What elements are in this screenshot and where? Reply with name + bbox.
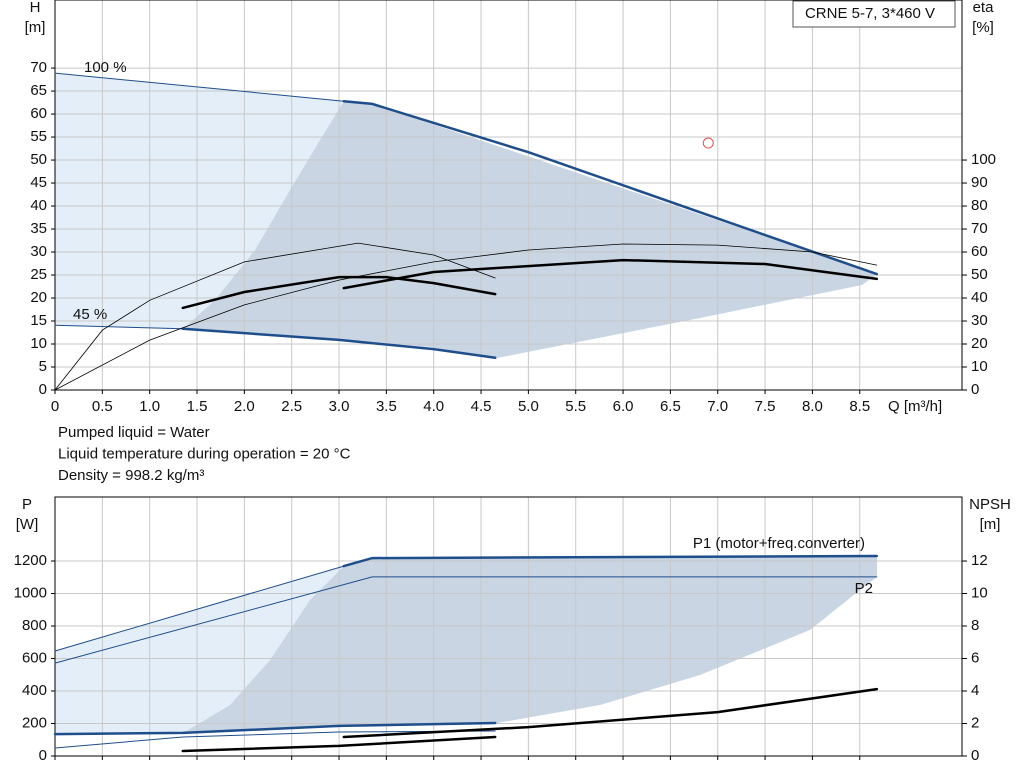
y-tick-label: 1200 [14,552,47,569]
y-tick-label: 60 [30,105,47,122]
x-tick-label: 0.5 [92,398,113,415]
curve [54,72,345,102]
x-axis-label: Q [m³/h] [888,398,942,415]
y-tick-label: 30 [30,243,47,260]
x-tick-label: 2.5 [281,398,302,415]
y2-tick-label: 6 [971,649,979,666]
y-tick-label: 70 [30,59,47,76]
region-dark [183,556,877,733]
y-axis-label: H [30,0,41,16]
y2-tick-label: 12 [971,552,988,569]
x-tick-label: 4.5 [471,398,492,415]
y2-tick-label: 10 [971,358,988,375]
y2-axis-label: eta [973,0,995,16]
x-tick-label: 1.5 [187,398,208,415]
x-tick-label: 6.5 [660,398,681,415]
y-tick-label: 25 [30,266,47,283]
curve [342,554,879,568]
x-tick-label: 1.0 [139,398,160,415]
y2-axis-unit: [%] [972,19,994,36]
y-axis-unit: [W] [16,516,39,533]
y2-tick-label: 2 [971,714,979,731]
y2-axis-label: NPSH [969,496,1011,513]
plot-frame [54,0,963,391]
y2-tick-label: 4 [971,682,979,699]
x-tick-label: 0 [51,398,59,415]
y-tick-label: 800 [22,617,47,634]
curve-label: P2 [855,580,873,597]
y-tick-label: 40 [30,197,47,214]
y2-axis-unit: [m] [980,516,1001,533]
x-tick-label: 8.5 [849,398,870,415]
curve [54,242,496,391]
curve [181,735,497,753]
y-tick-label: 10 [30,335,47,352]
region-light [55,566,344,734]
duty-point [702,137,714,149]
curve [342,99,879,276]
curve [53,721,497,736]
x-tick-label: 5.5 [565,398,586,415]
x-tick-label: 2.0 [234,398,255,415]
y-tick-label: 5 [39,358,47,375]
curve-label: 45 % [73,306,107,323]
y2-tick-label: 40 [971,289,988,306]
curve [54,243,878,391]
curve [54,565,345,652]
y2-tick-label: 30 [971,312,988,329]
y-axis-unit: [m] [25,19,46,36]
y2-tick-label: 8 [971,617,979,634]
y-tick-label: 15 [30,312,47,329]
curve [342,258,879,290]
y2-tick-label: 0 [971,381,979,398]
y2-tick-label: 100 [971,151,996,168]
y-tick-label: 200 [22,714,47,731]
y-tick-label: 35 [30,220,47,237]
curve [54,576,878,664]
y2-tick-label: 90 [971,174,988,191]
curve-label: P1 (motor+freq.converter) [693,535,865,552]
x-tick-label: 4.0 [423,398,444,415]
y-tick-label: 600 [22,649,47,666]
y-tick-label: 400 [22,682,47,699]
curve [54,730,496,749]
x-tick-label: 3.0 [329,398,350,415]
x-tick-label: 7.5 [755,398,776,415]
note: Liquid temperature during operation = 20… [58,445,351,462]
legend-box [792,0,956,28]
curve [54,324,184,330]
x-tick-label: 8.0 [802,398,823,415]
x-tick-label: 3.5 [376,398,397,415]
x-tick-label: 7.0 [707,398,728,415]
curve [181,327,497,360]
y2-tick-label: 70 [971,220,988,237]
curve [342,687,879,739]
plot-frame [54,496,963,757]
y2-tick-label: 0 [971,747,979,764]
x-tick-label: 6.0 [613,398,634,415]
note: Density = 998.2 kg/m³ [58,467,204,484]
x-tick-label: 5.0 [518,398,539,415]
y-tick-label: 50 [30,151,47,168]
y-tick-label: 20 [30,289,47,306]
y2-tick-label: 10 [971,584,988,601]
y-tick-label: 0 [39,381,47,398]
y2-tick-label: 20 [971,335,988,352]
y2-tick-label: 50 [971,266,988,283]
note: Pumped liquid = Water [58,424,210,441]
y2-tick-label: 60 [971,243,988,260]
y-tick-label: 1000 [14,584,47,601]
y2-tick-label: 80 [971,197,988,214]
legend-text: CRNE 5-7, 3*460 V [805,5,935,22]
y-tick-label: 0 [39,747,47,764]
y-axis-label: P [22,496,32,513]
y-tick-label: 65 [30,82,47,99]
y-tick-label: 55 [30,128,47,145]
y-tick-label: 45 [30,174,47,191]
curve-label: 100 % [84,59,127,76]
curve [181,275,497,310]
